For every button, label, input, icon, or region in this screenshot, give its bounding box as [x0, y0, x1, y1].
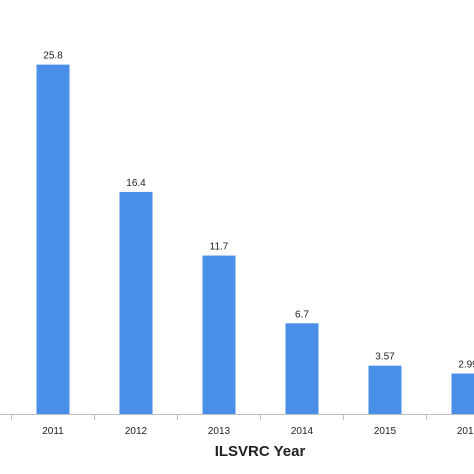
data-label-2015: 3.57 [375, 352, 395, 363]
bars-group [36, 64, 474, 414]
bar-2011 [36, 64, 70, 414]
x-axis-ticks-group [11, 414, 427, 420]
x-axis-tick-labels-group: 2011 2012 2013 2014 2015 2016 [42, 426, 474, 437]
data-label-2014: 6.7 [295, 309, 309, 320]
data-label-2011: 25.8 [43, 51, 63, 62]
bar-2015 [368, 365, 402, 414]
bar-2014 [285, 323, 319, 414]
bar-2013 [202, 255, 236, 414]
x-tick-label-2011: 2011 [42, 426, 64, 437]
x-tick-label-2014: 2014 [291, 426, 314, 437]
x-tick-label-2015: 2015 [374, 426, 397, 437]
bar-2016 [451, 373, 474, 414]
x-tick-label-2016: 2016 [457, 426, 474, 437]
bar-2012 [119, 191, 153, 414]
data-label-2016: 2.99 [458, 360, 474, 371]
x-axis-title: ILSVRC Year [215, 443, 306, 460]
data-labels-group: 25.8 16.4 11.7 6.7 3.57 2.99 [43, 51, 474, 371]
data-label-2013: 11.7 [210, 242, 229, 253]
x-tick-label-2012: 2012 [125, 426, 148, 437]
data-label-2012: 16.4 [126, 178, 146, 189]
x-tick-label-2013: 2013 [208, 426, 231, 437]
